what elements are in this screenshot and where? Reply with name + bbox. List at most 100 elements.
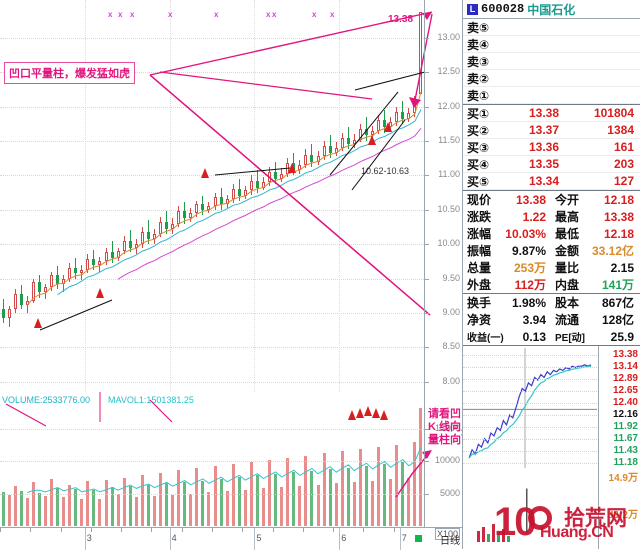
- intraday-gridline: [463, 451, 597, 452]
- stats-value: 2.15: [610, 260, 634, 275]
- stats-key: 收益(一): [467, 333, 504, 344]
- price-axis-label: 12.50: [437, 66, 460, 77]
- stats-row-6: 换手 1.98% 股本 867亿: [463, 293, 640, 311]
- candlestick: [25, 0, 29, 392]
- volume-bar: [328, 468, 332, 526]
- intraday-gridline: [463, 403, 597, 404]
- stats-cell: 总量 253万: [463, 259, 551, 276]
- candle-body: [364, 128, 368, 136]
- stock-code[interactable]: 600028: [481, 2, 525, 16]
- annotation-flat-range: 10.62-10.63: [361, 166, 410, 176]
- price-tick: [425, 175, 429, 177]
- candle-body: [340, 137, 344, 148]
- date-tick: [399, 528, 401, 550]
- orderbook-row-sell-1[interactable]: 卖⑤: [463, 19, 640, 36]
- date-gridline: [254, 0, 256, 392]
- orderbook-row-buy-4[interactable]: 买④ 13.35 203: [463, 156, 640, 173]
- candlestick: [92, 0, 96, 392]
- date-minor-tick: [333, 528, 335, 532]
- candle-body: [219, 197, 223, 205]
- candle-body: [7, 309, 11, 319]
- price-axis-label: 12.00: [437, 100, 460, 111]
- candle-body: [274, 171, 278, 179]
- stats-cell: 量比 2.15: [551, 259, 639, 276]
- top-x-marker: x: [130, 10, 135, 19]
- mavol-indicator-label: MAVOL1:1501381.25: [108, 395, 194, 405]
- candlestick: [171, 0, 175, 392]
- candlestick: [237, 0, 241, 392]
- stats-cell: 净资 3.94: [463, 311, 551, 328]
- price-tick: [425, 106, 429, 108]
- volume-drawing-overlay: [5, 392, 432, 498]
- stats-row-2: 涨幅 10.03% 最低 12.18: [463, 225, 640, 242]
- orderbook-row-buy-5[interactable]: 买⑤ 13.34 127: [463, 173, 640, 190]
- volume-bar: [134, 496, 138, 526]
- candle-body: [92, 259, 96, 265]
- intraday-gridline: [463, 367, 597, 368]
- intraday-volume-label: 14.9万: [608, 473, 638, 484]
- candlestick: [201, 0, 205, 392]
- orderbook-row-buy-2[interactable]: 买② 13.37 1384: [463, 122, 640, 139]
- candlestick: [310, 0, 314, 392]
- volume-bar: [268, 459, 272, 526]
- orderbook-row-sell-3[interactable]: 卖③: [463, 53, 640, 70]
- ma-line-ma10: [57, 109, 422, 296]
- stats-row-5: 外盘 112万 内盘 141万: [463, 276, 640, 293]
- volume-bar: [371, 480, 374, 526]
- candlestick: [371, 0, 374, 392]
- candle-body: [13, 293, 17, 310]
- candle-body: [292, 162, 296, 170]
- orderbook-row-buy-1[interactable]: 买① 13.38 101804: [463, 105, 640, 122]
- annotation-top-left: 凹口平量柱，爆发猛如虎: [4, 62, 135, 84]
- intraday-price-label: 13.38: [612, 349, 638, 360]
- intraday-price-label: 12.89: [612, 373, 638, 384]
- volume-panel[interactable]: VOLUME:2533776.00 MAVOL1:1501381.25 1500: [0, 392, 462, 540]
- stats-key: 今开: [555, 193, 580, 207]
- volume-bar: [13, 486, 17, 526]
- intraday-mini-chart[interactable]: 13.38 13.14 12.89 12.65 12.40 12.16 11.92 11.67…: [463, 345, 640, 549]
- candlestick: [110, 0, 114, 392]
- price-gridline: [0, 209, 424, 211]
- volume-bar: [140, 475, 144, 526]
- volume-bar: [86, 481, 90, 526]
- candle-body: [298, 165, 302, 170]
- price-tick: [425, 140, 429, 142]
- orderbook-volume: 161: [613, 140, 634, 154]
- candle-body: [322, 146, 326, 157]
- volume-bar: [280, 487, 284, 526]
- candlestick: [159, 0, 162, 392]
- candle-body: [249, 180, 253, 191]
- intraday-volume-label: 11.2万: [609, 509, 638, 521]
- intraday-gridline: [463, 463, 597, 464]
- top-x-marker: x: [312, 10, 317, 19]
- volume-bar: [340, 451, 344, 526]
- price-axis-label: 8.00: [442, 375, 460, 386]
- period-label[interactable]: 日线: [440, 536, 460, 547]
- stats-value: 13.38: [603, 209, 634, 224]
- order-book[interactable]: 卖⑤ 卖④ 卖③ 卖② 卖① 买① 13.38 101804 买② 13.37 1384 买③ 13.3…: [463, 19, 640, 190]
- stats-cell: PE[动] 25.9: [551, 329, 639, 345]
- volume-bar: [292, 472, 296, 526]
- orderbook-row-buy-3[interactable]: 买③ 13.36 161: [463, 139, 640, 156]
- candlestick: [80, 0, 84, 392]
- candlestick: [165, 0, 169, 392]
- candle-body: [128, 240, 132, 248]
- orderbook-row-sell-5[interactable]: 卖①: [463, 87, 640, 104]
- orderbook-row-sell-4[interactable]: 卖②: [463, 70, 640, 87]
- date-minor-tick: [302, 528, 304, 532]
- stats-cell: 现价 13.38: [463, 191, 551, 208]
- stats-cell: 最低 12.18: [551, 225, 639, 242]
- candle-body: [310, 154, 314, 162]
- candlestick: [152, 0, 156, 392]
- quote-panel[interactable]: L 600028 中国石化 卖⑤ 卖④ 卖③ 卖② 卖① 买① 13.38 101804 买② 1…: [462, 0, 640, 549]
- stock-name[interactable]: 中国石化: [527, 2, 576, 17]
- candle-body: [401, 112, 405, 119]
- orderbook-row-sell-2[interactable]: 卖④: [463, 36, 640, 53]
- candlestick: [43, 0, 47, 392]
- date-minor-tick: [30, 528, 32, 532]
- candlestick: [146, 0, 150, 392]
- price-tick: [425, 244, 429, 246]
- orderbook-level-label: 买④: [467, 157, 490, 172]
